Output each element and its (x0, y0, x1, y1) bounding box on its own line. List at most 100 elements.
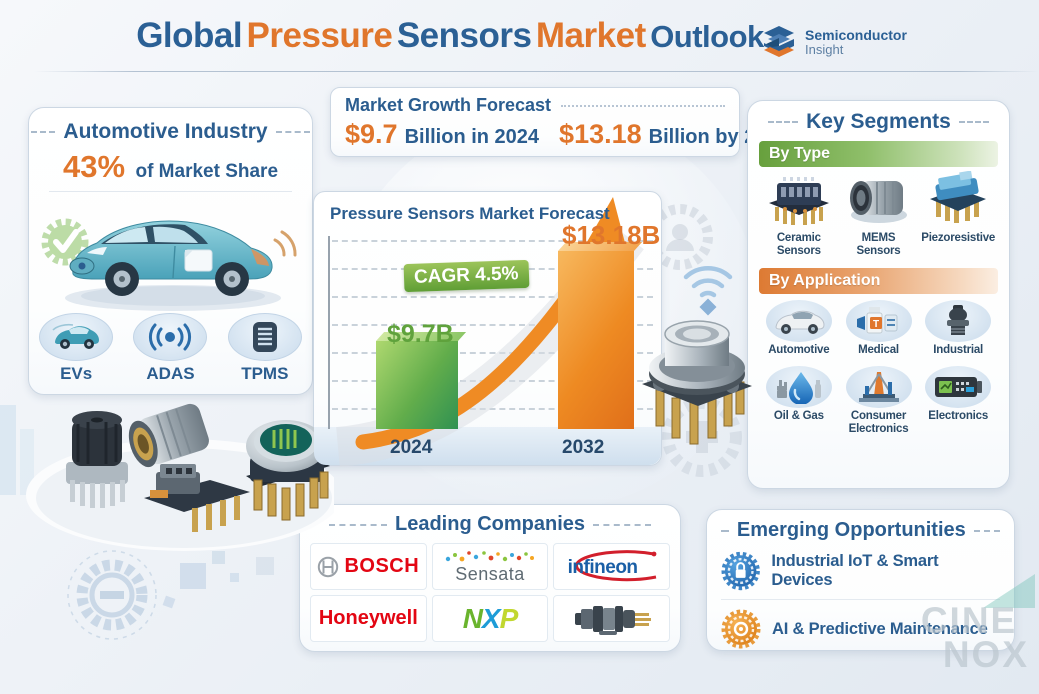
honeywell-wordmark: Honeywell (318, 607, 418, 629)
bosch-anchor-icon (318, 556, 339, 577)
application-medical: T Medical (839, 300, 919, 357)
emerging-item-iot: Industrial IoT & Smart Devices (721, 551, 1000, 591)
automotive-application-tpms: TPMS (222, 313, 308, 384)
brand-logo: Semiconductor Insight (760, 24, 907, 60)
x-tick-2024: 2024 (390, 437, 433, 458)
market-share-label: of Market Share (135, 161, 279, 182)
bosch-logo: BOSCH (310, 543, 427, 590)
watermark-triangle (983, 574, 1035, 608)
segment-label: Ceramic Sensors (776, 232, 821, 258)
sensor-connector-icon (574, 605, 651, 635)
application-label: Electronics (928, 409, 989, 422)
dash-decoration (593, 523, 652, 526)
application-label: TPMS (241, 364, 289, 383)
sensata-wordmark: Sensata (455, 564, 525, 584)
sensor-barrel-icon (128, 403, 209, 468)
logo-text-line1: Semiconductor (805, 26, 907, 43)
bosch-wordmark: BOSCH (344, 555, 420, 577)
automotive-industry-panel: Automotive Industry 43% of Market Share (28, 107, 313, 395)
title-word: Market (535, 16, 646, 55)
bar-value-2024: $9.7B (387, 320, 454, 348)
title-word: Pressure (246, 16, 393, 55)
key-segments-title-text: Key Segments (806, 110, 951, 133)
emerging-item-ai: AI & Predictive Maintenance (721, 609, 1000, 649)
bar-2032 (558, 242, 643, 429)
nxp-letter: N (462, 602, 483, 634)
pressure-sensors-illustration (26, 403, 334, 551)
dash-decoration (721, 529, 729, 532)
market-share-line: 43% of Market Share (29, 149, 312, 185)
header-divider (34, 71, 1039, 72)
market-growth-forecast-panel: Market Growth Forecast $9.7 Billion in 2… (330, 87, 789, 157)
segment-ceramic: Ceramic Sensors (759, 171, 839, 258)
sensata-logo: Sensata (431, 543, 549, 590)
by-application-banner: By Application (759, 268, 998, 295)
key-segments-panel: Key Segments By Type Ceramic Sensors (747, 100, 1010, 489)
application-row-1: Automotive T Medical (759, 300, 998, 357)
automotive-application-adas: ADAS (127, 313, 213, 384)
industrial-sensor-icon (947, 305, 970, 336)
infineon-wordmark: infineon (567, 556, 638, 578)
electronics-icon (935, 376, 983, 397)
growth-from-label: Billion in 2024 (404, 126, 540, 148)
infineon-arc-icon (574, 549, 657, 581)
dash-decoration (768, 121, 799, 123)
dash-decoration (275, 131, 310, 133)
dash-decoration (328, 523, 387, 526)
emerging-opportunities-panel: Emerging Opportunities Industrial IoT & … (706, 509, 1015, 651)
by-type-banner: By Type (759, 141, 998, 167)
leading-companies-title-text: Leading Companies (394, 513, 586, 535)
emerging-title: Emerging Opportunities (721, 519, 1000, 542)
divider (48, 191, 293, 192)
segment-mems: MEMS Sensors (839, 171, 919, 258)
svg-text:T: T (872, 319, 878, 330)
sensor-wave-icon (273, 230, 297, 257)
iot-gear-lock-icon (721, 551, 760, 591)
application-industrial: Industrial (918, 300, 998, 357)
ceramic-sensor-icon (768, 177, 829, 225)
sensata-dots-icon (445, 551, 534, 562)
dash-decoration (958, 121, 989, 123)
watermark-line2: NOX (942, 633, 1029, 675)
semiconductor-insight-logo-icon (764, 26, 794, 57)
dash-decoration (31, 131, 56, 133)
automotive-panel-title: Automotive Industry (29, 120, 312, 144)
title-word: Sensors (396, 16, 532, 55)
application-label: Industrial (933, 344, 984, 357)
nxp-logo: NXP (431, 595, 549, 642)
infineon-logo: infineon (553, 543, 670, 590)
application-electronics: Electronics (918, 365, 998, 436)
chart-y-axis (328, 236, 330, 429)
segment-piezoresistive: Piezoresistive (918, 170, 998, 258)
logo-text-line2: Insight (805, 41, 844, 57)
mems-sensor-icon (849, 181, 907, 223)
consumer-electronics-icon (858, 371, 899, 402)
watermark-line1: CINE (920, 599, 1018, 641)
divider (721, 599, 1000, 600)
sensor-knob-icon (66, 411, 128, 508)
by-type-icons-row: Ceramic Sensors MEMS Sensors (759, 170, 998, 258)
tpms-icon (252, 322, 277, 352)
sensor-dome-icon (246, 420, 330, 521)
application-label: Oil & Gas (773, 409, 824, 422)
honeywell-logo: Honeywell (310, 595, 427, 642)
forecast-bar-chart: Pressure Sensors Market Forecast $9.7B $… (313, 191, 662, 467)
ev-car-illustration (41, 218, 297, 311)
segment-label: MEMS Sensors (856, 232, 901, 258)
growth-from-value: $9.7 (345, 119, 398, 149)
application-label: ADAS (146, 364, 195, 383)
leading-companies-panel: Leading Companies BOSCH (299, 504, 681, 652)
title-word: Outlook (650, 19, 764, 54)
car-icon (775, 311, 825, 335)
application-label: EVs (60, 364, 93, 383)
x-tick-2032: 2032 (562, 437, 605, 458)
page-title: Global Pressure Sensors Market Outlook (60, 16, 840, 56)
ev-car-icon (52, 323, 100, 349)
market-share-value: 43% (62, 149, 126, 184)
application-automotive: Automotive (759, 300, 839, 357)
emerging-title-text: Emerging Opportunities (736, 519, 966, 541)
ai-gear-icon (721, 609, 761, 649)
background-buildings (0, 405, 34, 495)
bar-2024 (376, 332, 467, 429)
application-consumer-electronics: Consumer Electronics (839, 365, 919, 436)
